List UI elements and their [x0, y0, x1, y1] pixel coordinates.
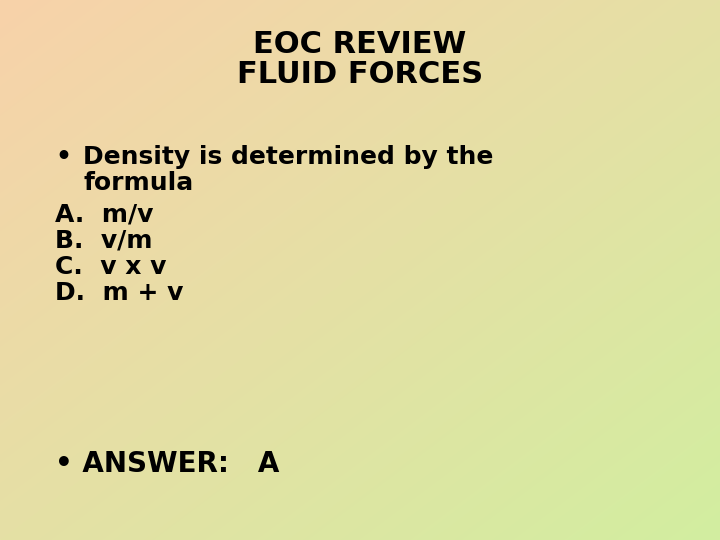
Text: A.  m/v: A. m/v	[55, 203, 153, 227]
Text: formula: formula	[83, 171, 193, 195]
Text: D.  m + v: D. m + v	[55, 281, 184, 305]
Text: Density is determined by the: Density is determined by the	[83, 145, 493, 169]
Text: C.  v x v: C. v x v	[55, 255, 166, 279]
Text: B.  v/m: B. v/m	[55, 229, 153, 253]
Text: •: •	[55, 145, 71, 169]
Text: • ANSWER:   A: • ANSWER: A	[55, 450, 279, 478]
Text: EOC REVIEW: EOC REVIEW	[253, 30, 467, 59]
Text: FLUID FORCES: FLUID FORCES	[237, 60, 483, 89]
